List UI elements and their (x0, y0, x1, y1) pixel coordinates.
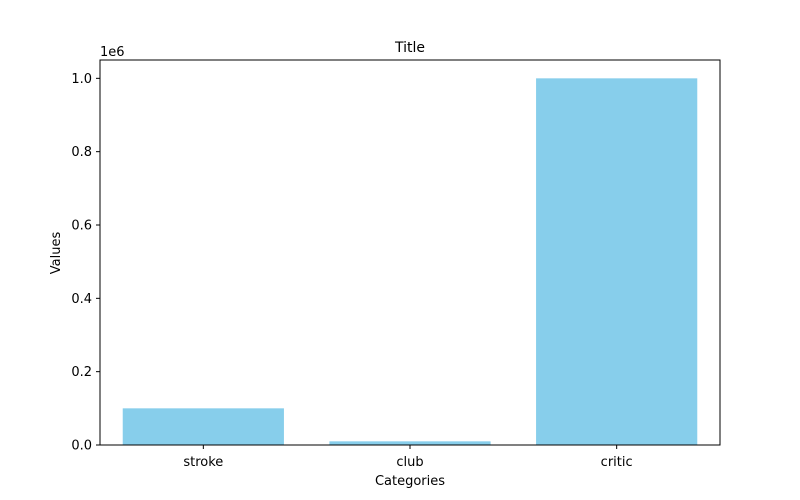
y-tick-label: 0.8 (71, 145, 92, 160)
y-axis-ticks: 0.0 0.2 0.4 0.6 0.8 1.0 (71, 72, 100, 454)
bars-group (122, 78, 698, 445)
x-axis-label: Categories (375, 474, 445, 489)
chart-title: Title (394, 40, 425, 56)
bar-club (329, 441, 491, 445)
x-tick-label: club (396, 455, 423, 470)
y-axis-offset-label: 1e6 (100, 45, 125, 60)
y-tick-label: 0.0 (71, 439, 92, 454)
y-tick-label: 0.4 (71, 292, 92, 307)
bar-stroke (122, 408, 284, 445)
y-tick-label: 0.6 (71, 219, 92, 234)
plot-area-frame (99, 59, 721, 446)
x-tick-label: stroke (183, 455, 223, 470)
x-axis-ticks: stroke club critic (183, 445, 633, 470)
x-tick-label: critic (601, 455, 633, 470)
y-tick-label: 0.2 (71, 365, 92, 380)
y-axis-label: Values (49, 232, 64, 275)
bar-critic (536, 78, 698, 445)
y-tick-label: 1.0 (71, 72, 92, 87)
